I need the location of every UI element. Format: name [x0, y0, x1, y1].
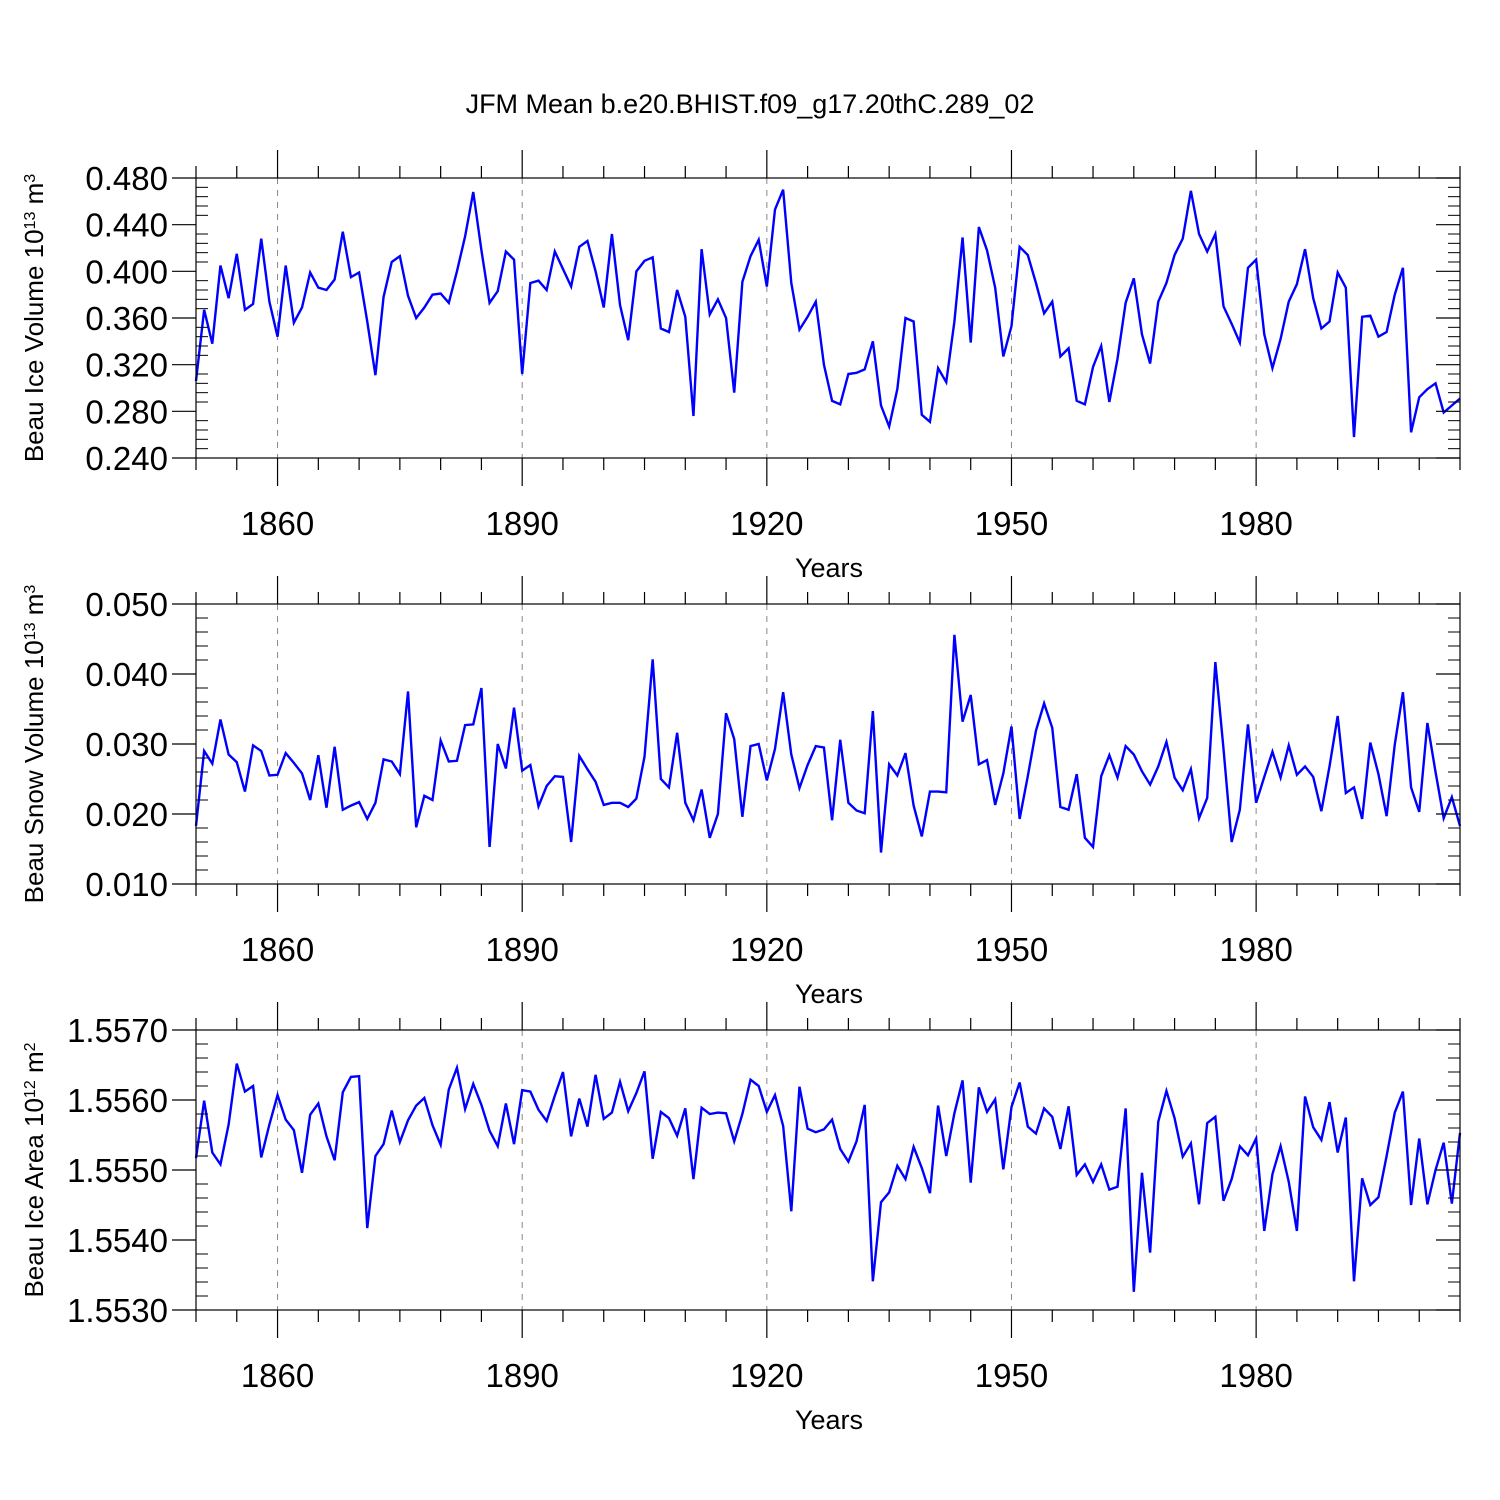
x-tick-label: 1890 [485, 1357, 558, 1394]
x-tick-label: 1950 [975, 931, 1048, 968]
y-axis-label-exponent: 3 [22, 585, 39, 594]
y-tick-label: 0.440 [85, 207, 168, 244]
series-line [194, 189, 1461, 438]
y-axis-label-text: Beau Ice Volume 10 [19, 229, 49, 462]
y-tick-label: 1.5540 [67, 1222, 168, 1259]
x-tick-label: 1920 [730, 505, 803, 542]
x-tick-label: 1980 [1219, 1357, 1292, 1394]
x-tick-label: 1950 [975, 505, 1048, 542]
y-axis-label-text: Beau Snow Volume 10 [19, 640, 49, 903]
y-axis-label-exponent: 13 [22, 212, 39, 230]
y-tick-label: 1.5560 [67, 1082, 168, 1119]
y-axis-label-exponent: 3 [22, 174, 39, 183]
y-axis-label-text: m [19, 183, 49, 212]
y-tick-label: 0.320 [85, 347, 168, 384]
plot-frame [195, 1029, 1461, 1311]
y-axis-label: Beau Ice Volume 1013 m3 [19, 174, 49, 462]
x-tick-label: 1860 [241, 1357, 314, 1394]
y-axis-label-text: Beau Ice Area 10 [19, 1098, 49, 1297]
y-tick-label: 1.5550 [67, 1152, 168, 1189]
y-axis-label: Beau Ice Area 1012 m2 [19, 1042, 49, 1297]
plot-frame [195, 177, 1461, 459]
x-tick-label: 1860 [241, 931, 314, 968]
y-tick-label: 0.030 [85, 726, 168, 763]
x-tick-label: 1920 [730, 931, 803, 968]
y-axis-label: Beau Snow Volume 1013 m3 [19, 585, 49, 904]
chart-title: JFM Mean b.e20.BHIST.f09_g17.20thC.289_0… [466, 89, 1035, 119]
y-tick-label: 0.360 [85, 300, 168, 337]
series-line [194, 1063, 1462, 1292]
x-axis-label: Years [795, 1405, 863, 1435]
y-tick-label: 0.010 [85, 866, 168, 903]
y-tick-label: 1.5570 [67, 1012, 168, 1049]
y-tick-label: 0.020 [85, 796, 168, 833]
x-tick-label: 1890 [485, 931, 558, 968]
y-tick-label: 0.480 [85, 160, 168, 197]
y-axis-label-exponent: 2 [22, 1042, 39, 1051]
panel-2: 0.010 0.020 0.030 0.040 0.050 1860 1890 1920 195… [19, 576, 1462, 1009]
x-tick-label: 1860 [241, 505, 314, 542]
x-tick-label: 1950 [975, 1357, 1048, 1394]
x-tick-label: 1890 [485, 505, 558, 542]
y-axis-label-text: m [19, 1051, 49, 1080]
y-tick-label: 0.050 [85, 586, 168, 623]
plot-frame [195, 603, 1461, 885]
y-tick-label: 1.5530 [67, 1292, 168, 1329]
panel-1: 0.240 0.280 0.320 0.360 0.400 0.440 0.480 1860 1… [19, 150, 1461, 583]
y-tick-label: 0.400 [85, 253, 168, 290]
y-axis-label-exponent: 13 [22, 622, 39, 640]
y-tick-label: 0.240 [85, 440, 168, 477]
x-axis-label: Years [795, 979, 863, 1009]
series-line [194, 634, 1462, 853]
x-tick-label: 1980 [1219, 931, 1292, 968]
x-tick-label: 1980 [1219, 505, 1292, 542]
y-tick-label: 0.040 [85, 656, 168, 693]
x-tick-label: 1920 [730, 1357, 803, 1394]
y-tick-label: 0.280 [85, 393, 168, 430]
x-axis-label: Years [795, 553, 863, 583]
y-axis-label-exponent: 12 [22, 1080, 39, 1098]
panel-3: 1.5530 1.5540 1.5550 1.5560 1.5570 1860 1890 19… [19, 1002, 1462, 1435]
y-axis-label-text: m [19, 594, 49, 623]
